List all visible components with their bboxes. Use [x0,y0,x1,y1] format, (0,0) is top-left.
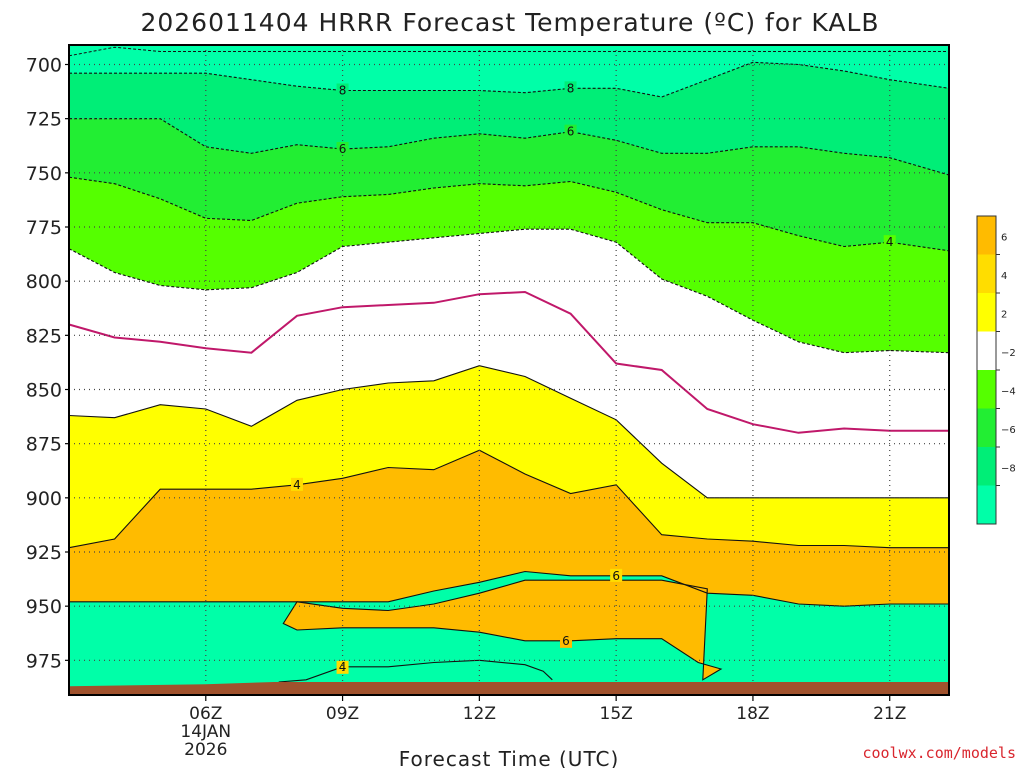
plot-frame [68,44,950,696]
isotherm-line--6 [69,118,950,176]
isotherm-line--8 [69,61,950,98]
x-tick-label: 18Z [736,704,769,724]
colorbar-label: 4 [1001,271,1007,282]
colorbar-bin-2-to-4 [977,293,996,332]
contour-label-6: 6 [612,569,620,583]
contour-label-bg [336,660,349,674]
colorbar-label: 6 [1001,233,1007,244]
temperature-band-0-to-2 [69,292,949,498]
temperature-band--4-to--2 [69,177,949,353]
contour-label-4: 4 [293,478,301,492]
isotherm-line-4 [68,449,949,549]
x-axis-label: Forecast Time (UTC) [399,747,620,768]
ground-surface [69,682,949,695]
y-tick-label: 800 [26,271,62,293]
x-tick-label: 15Z [600,704,633,724]
plot-area: 6 4 8 8 6 6 4 4 6 700 725 750 775 800 825 850 875 900 925 9… [26,44,950,760]
temperature-band-4-to-6 [69,450,949,607]
warm-lobe-4-1 [278,659,553,683]
contour-label-bg [336,83,349,97]
y-tick-label: 750 [26,163,62,185]
y-tick-label: 700 [26,55,62,77]
colorbar-label: −8 [1001,464,1016,475]
y-tick-label: 925 [26,542,62,564]
colorbar-label: 2 [1001,310,1007,321]
contour-label-bg [336,142,349,155]
isotherm-line-freezing [68,290,949,434]
contour-label--4: 4 [886,235,894,249]
colorbar-bin--10-to--8 [977,485,996,524]
contour-label--6: 6 [567,125,575,139]
y-tick-label: 950 [26,596,62,618]
y-tick-label: 875 [26,434,62,456]
x-tick-label: 12Z [463,704,496,724]
contour-label-bg [883,235,896,249]
y-tick-label: 825 [26,325,62,347]
x-tick-label: 06Z [189,704,222,724]
y-tick-label: 975 [26,650,62,672]
isotherm-line--4 [68,176,950,252]
date-label-day: 14JAN [180,722,231,742]
colorbar-label: −6 [1001,425,1016,436]
x-tick-label: 21Z [873,704,906,724]
isotherm-line--2 [68,228,950,354]
contour-label-bg [564,124,577,138]
isotherm-line-6 [69,570,949,607]
y-tick-label: 775 [26,217,62,239]
contour-label-bg [610,568,623,582]
colorbar-bin-6-to-8 [977,216,996,255]
colorbar-bin-4-to-6 [977,254,996,293]
isotherm-line-2 [68,365,949,499]
warm-lobe-6-0 [282,579,723,681]
contour-label-bg [564,81,577,95]
colorbar-bin--4-to--2 [977,370,996,409]
temperature-band-2-to-4 [69,365,949,548]
temperature-band-minus2-to-0 [69,229,949,433]
colorbar-bin--2-to-2 [977,331,996,370]
contour-label-4: 4 [339,660,347,674]
colorbar-bin--6-to--4 [977,408,996,447]
contour-label-bg [290,477,303,491]
colorbar-label: −2 [1001,348,1016,359]
x-tick-label: 09Z [326,704,359,724]
isotherm-line-top [68,46,949,57]
colorbar-label: −4 [1001,387,1016,398]
contour-label--8: 8 [567,81,575,95]
contour-label-6: 6 [562,634,570,648]
y-tick-label: 725 [26,109,62,131]
y-tick-label: 850 [26,380,62,402]
contour-label--8: 8 [339,84,347,98]
y-tick-label: 900 [26,488,62,510]
contour-label--6: 6 [339,142,347,156]
colorbar-bin--8-to--6 [977,447,996,486]
contour-label-bg [559,634,572,648]
credit-text: coolwx.com/models [862,744,1016,762]
chart-title: 2026011404 HRRR Forecast Temperature (ºC… [140,8,879,37]
colorbar-legend: 6 4 2 −2 −4 −6 −8 [976,215,1016,525]
date-label-year: 2026 [184,740,227,760]
